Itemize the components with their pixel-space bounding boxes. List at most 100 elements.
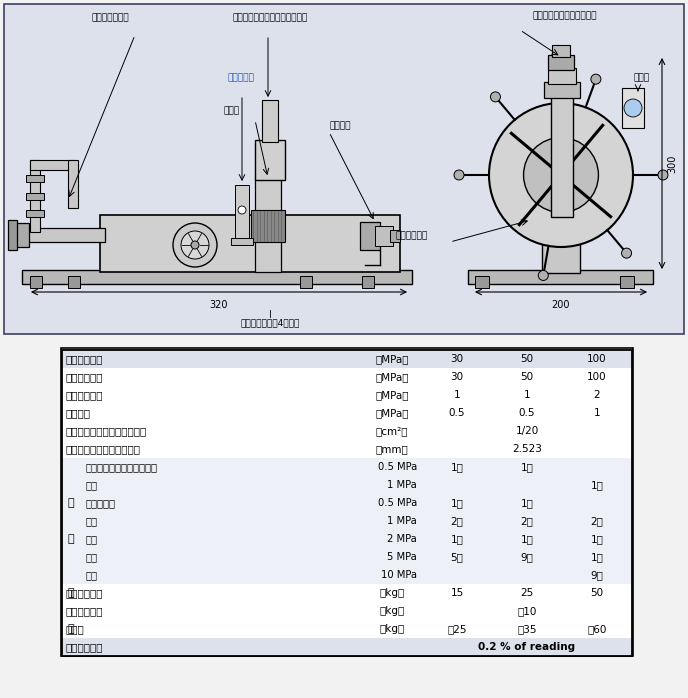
Bar <box>62 476 632 494</box>
Text: 油ツボ弁: 油ツボ弁 <box>330 121 352 130</box>
Bar <box>622 88 644 128</box>
Text: ピストン・シリンダの直径: ピストン・シリンダの直径 <box>65 444 140 454</box>
Bar <box>62 566 632 584</box>
Bar <box>62 620 632 638</box>
Bar <box>251 210 285 242</box>
Bar <box>68 276 80 288</box>
Text: 1: 1 <box>524 390 530 400</box>
Text: （mm）: （mm） <box>376 444 409 454</box>
Text: 2個: 2個 <box>451 516 464 526</box>
Text: 量: 量 <box>67 624 74 634</box>
Bar <box>551 95 573 217</box>
Bar <box>362 276 374 288</box>
Circle shape <box>173 223 217 267</box>
Text: （kg）: （kg） <box>379 606 405 616</box>
Text: 1個: 1個 <box>451 498 464 508</box>
Bar <box>390 230 400 242</box>
Bar <box>548 55 574 70</box>
Circle shape <box>238 206 246 214</box>
Bar <box>468 270 653 284</box>
Text: ピストン・シリンダの断面積: ピストン・シリンダの断面積 <box>65 426 147 436</box>
Text: 1: 1 <box>594 408 601 418</box>
Text: 「」: 「」 <box>85 480 97 490</box>
Bar <box>544 82 580 98</box>
Circle shape <box>181 231 209 259</box>
Bar <box>22 228 105 242</box>
Text: 30: 30 <box>451 354 464 364</box>
Text: 1個: 1個 <box>590 480 603 490</box>
Text: 9個: 9個 <box>590 570 603 580</box>
Text: 100: 100 <box>587 354 607 364</box>
Bar <box>475 276 489 288</box>
Bar <box>360 222 380 250</box>
Text: 最大測定圧力: 最大測定圧力 <box>65 372 103 382</box>
Bar <box>15 223 29 247</box>
Bar <box>552 45 570 57</box>
Circle shape <box>489 103 633 247</box>
Text: 最小測定圧力: 最小測定圧力 <box>65 390 103 400</box>
Text: 重錘の総質量: 重錘の総質量 <box>65 588 103 598</box>
Text: 5個: 5個 <box>451 552 464 562</box>
Text: 1/20: 1/20 <box>515 426 539 436</box>
Text: 水平調整ねじ（4ヵ所）: 水平調整ねじ（4ヵ所） <box>240 318 300 327</box>
Circle shape <box>538 270 548 281</box>
Bar <box>8 220 17 250</box>
Bar <box>231 238 253 245</box>
Text: 本体の総質量: 本体の総質量 <box>65 606 103 616</box>
Bar <box>62 440 632 458</box>
Text: 重: 重 <box>67 588 74 598</box>
Text: 重錘表示量: 重錘表示量 <box>85 498 115 508</box>
Text: 9個: 9個 <box>521 552 533 562</box>
Text: 1個: 1個 <box>521 498 533 508</box>
Bar <box>62 638 632 656</box>
Text: 0.5: 0.5 <box>449 408 465 418</box>
Text: 被測定器取付口: 被測定器取付口 <box>92 13 129 22</box>
Text: ピストン重錘（最小測定圧力）: ピストン重錘（最小測定圧力） <box>233 13 308 22</box>
Circle shape <box>191 241 199 249</box>
Bar <box>62 404 632 422</box>
Text: 「」: 「」 <box>85 552 97 562</box>
Text: 50: 50 <box>590 588 603 598</box>
Bar <box>22 270 412 284</box>
Circle shape <box>454 170 464 180</box>
Circle shape <box>491 92 500 102</box>
Bar <box>62 512 632 530</box>
Text: 1 MPa: 1 MPa <box>387 480 417 490</box>
Circle shape <box>553 167 569 183</box>
Bar <box>548 68 576 84</box>
Bar <box>62 602 632 620</box>
Bar <box>620 276 634 288</box>
Bar <box>62 530 632 548</box>
Text: 1個: 1個 <box>521 534 533 544</box>
Text: 2個: 2個 <box>590 516 603 526</box>
Text: 組25: 組25 <box>447 624 466 634</box>
Bar <box>62 350 632 368</box>
Circle shape <box>621 248 632 258</box>
Bar <box>26 210 44 217</box>
Bar <box>62 494 632 512</box>
Circle shape <box>658 170 668 180</box>
Bar <box>255 140 285 180</box>
Circle shape <box>524 138 599 212</box>
Text: （cm²）: （cm²） <box>376 426 408 436</box>
Text: 0.5: 0.5 <box>519 408 535 418</box>
Text: ピストン・シリンダ表示量: ピストン・シリンダ表示量 <box>85 462 157 472</box>
Bar <box>300 276 312 288</box>
Text: 2: 2 <box>594 390 601 400</box>
Text: 1個: 1個 <box>521 462 533 472</box>
Text: 0.5 MPa: 0.5 MPa <box>378 462 417 472</box>
Bar <box>62 584 632 602</box>
Text: 200: 200 <box>552 300 570 310</box>
Text: 15: 15 <box>451 588 464 598</box>
Text: 組35: 組35 <box>517 624 537 634</box>
Bar <box>62 350 632 656</box>
Bar <box>61 348 633 656</box>
Text: 30: 30 <box>451 372 464 382</box>
Circle shape <box>591 74 601 84</box>
Text: 最小区分: 最小区分 <box>65 408 90 418</box>
Text: 10 MPa: 10 MPa <box>381 570 417 580</box>
Text: 1個: 1個 <box>451 534 464 544</box>
Bar <box>26 175 44 182</box>
Text: 1 MPa: 1 MPa <box>387 516 417 526</box>
Bar <box>62 386 632 404</box>
